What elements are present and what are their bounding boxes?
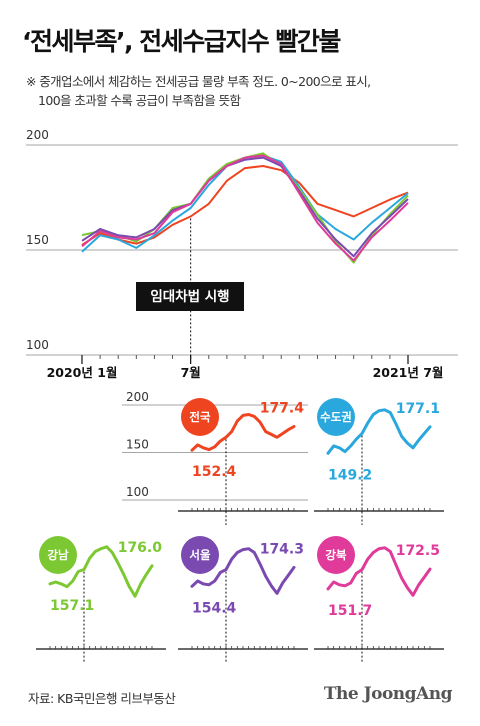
panel-badge-label: 서울 xyxy=(189,548,211,562)
annotation-label: 임대차법 시행 xyxy=(150,289,229,305)
panel-badge-label: 전국 xyxy=(189,410,211,424)
panel-badge xyxy=(317,398,355,436)
panel-end-value: 177.4 xyxy=(260,400,305,416)
panel-badge-label: 수도권 xyxy=(320,410,352,424)
panel-start-value: 157.1 xyxy=(50,598,94,614)
panel-start-value: 154.4 xyxy=(192,600,237,616)
panel-start-value: 152.4 xyxy=(192,464,237,480)
panel-badge xyxy=(39,536,77,574)
small-multiples: 200 150 100 전국 152.4 177.4 수도권 149.2 177.1 강남 157.… xyxy=(36,390,444,663)
main-chart: 200 150 100 2020년 1월 7월 2021년 7월 임대차법 시행 xyxy=(26,128,458,380)
panel-수도권: 수도권 149.2 177.1 xyxy=(314,398,444,525)
subtitle: ※ 중개업소에서 체감하는 전세공급 물량 부족 정도. 0~200으로 표시,… xyxy=(26,72,466,110)
y-tick-label: 100 xyxy=(26,338,49,352)
panel-전국: 200 150 100 전국 152.4 177.4 xyxy=(122,390,308,525)
annotation-box xyxy=(136,282,244,311)
x-tick-label: 2021년 7월 xyxy=(373,365,444,380)
panel-series-line xyxy=(326,408,432,455)
panel-series-line xyxy=(190,547,296,595)
panel-서울: 서울 154.4 174.3 xyxy=(178,536,308,663)
source-note: 자료: KB국민은행 리브부동산 xyxy=(28,691,176,706)
panel-badge-label: 강북 xyxy=(325,548,347,562)
panel-badge xyxy=(181,398,219,436)
small-y-tick-label: 200 xyxy=(126,390,149,404)
panel-start-value: 151.7 xyxy=(328,603,372,619)
x-tick-label: 7월 xyxy=(181,365,201,380)
panel-series-line xyxy=(190,413,296,452)
y-tick-label: 150 xyxy=(26,233,49,247)
series-line-강북 xyxy=(81,154,409,262)
series-line-서울 xyxy=(81,156,409,258)
panel-강북: 강북 151.7 172.5 xyxy=(314,536,444,663)
panel-end-value: 177.1 xyxy=(396,401,440,417)
panel-badge xyxy=(317,536,355,574)
panel-end-value: 172.5 xyxy=(396,543,440,559)
small-y-tick-label: 100 xyxy=(126,485,149,499)
panel-start-value: 149.2 xyxy=(328,467,372,483)
small-y-tick-label: 150 xyxy=(126,438,149,452)
panel-강남: 강남 157.1 176.0 xyxy=(36,536,166,663)
series-line-전국 xyxy=(81,165,409,246)
subtitle-line-1: ※ 중개업소에서 체감하는 전세공급 물량 부족 정도. 0~200으로 표시, xyxy=(26,74,371,89)
page-title: ‘전세부족’, 전세수급지수 빨간불 xyxy=(22,27,341,56)
panel-badge-label: 강남 xyxy=(47,548,69,562)
subtitle-line-2: 100을 초과할 수록 공급이 부족함을 뜻함 xyxy=(38,93,241,108)
panel-series-line xyxy=(48,545,154,598)
panel-end-value: 176.0 xyxy=(118,540,163,556)
x-tick-label: 2020년 1월 xyxy=(47,365,118,380)
y-tick-label: 200 xyxy=(26,128,49,142)
panel-series-line xyxy=(326,546,432,597)
brand-logo: The JoongAng xyxy=(323,684,453,704)
panel-end-value: 174.3 xyxy=(260,541,304,557)
panel-badge xyxy=(181,536,219,574)
